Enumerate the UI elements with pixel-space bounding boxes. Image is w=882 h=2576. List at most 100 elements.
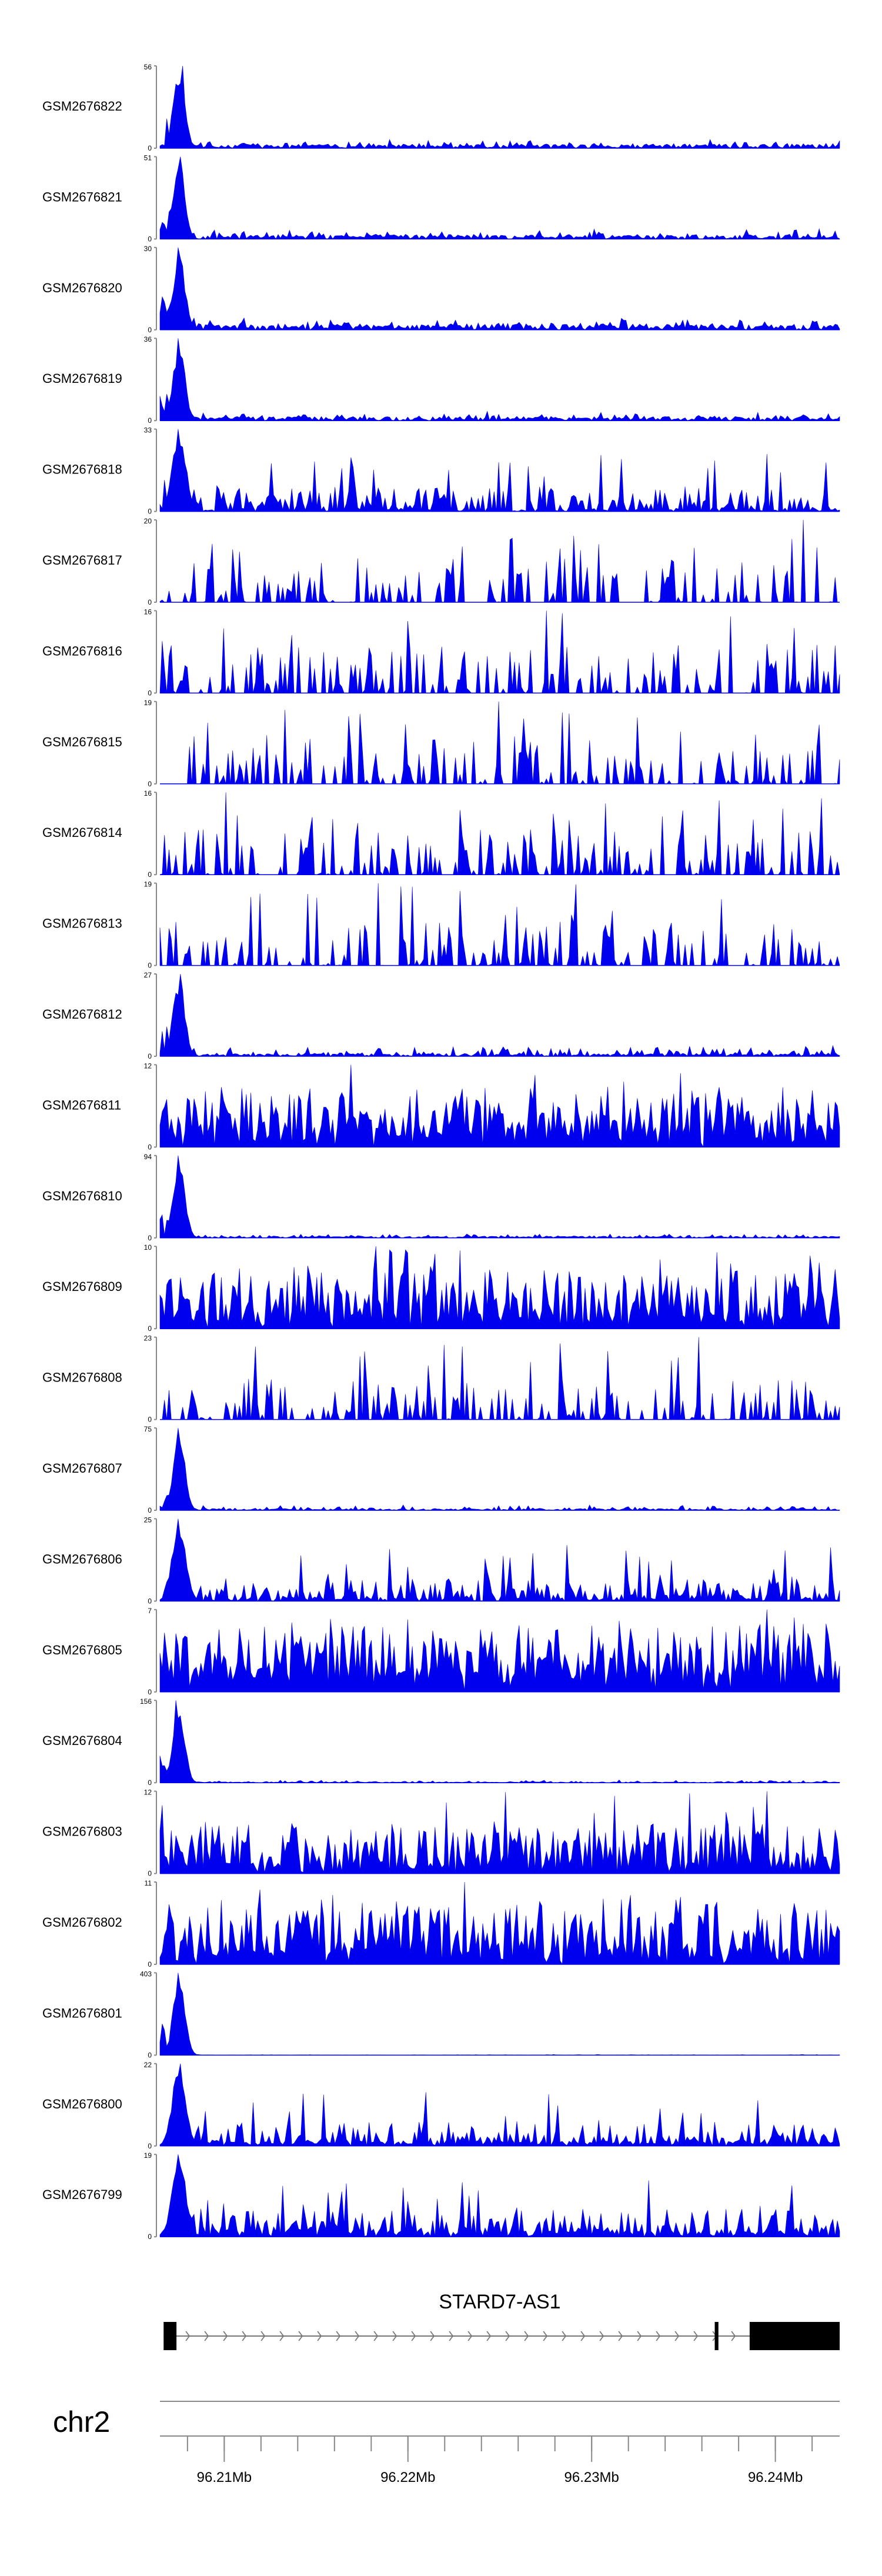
coverage-area: [159, 156, 840, 240]
y-min-label: 0: [148, 1052, 152, 1060]
strand-arrows: [185, 2331, 736, 2341]
coverage-area: [159, 2154, 840, 2238]
y-min-label: 0: [148, 1778, 152, 1787]
track-GSM2676804: GSM2676804 156 0: [42, 1697, 840, 1787]
coverage-area: [159, 247, 840, 331]
coverage-area: [159, 1881, 840, 1965]
track-GSM2676805: GSM2676805 7 0: [42, 1607, 840, 1696]
y-min-label: 0: [148, 1324, 152, 1333]
strand-arrow: [355, 2331, 360, 2341]
strand-arrow: [411, 2331, 416, 2341]
y-max-label: 56: [144, 63, 152, 71]
track-label: GSM2676818: [42, 462, 122, 477]
y-max-label: 22: [144, 2061, 152, 2069]
tick-label: 96.23Mb: [564, 2470, 619, 2485]
strand-arrow: [279, 2331, 285, 2341]
coverage-area: [159, 429, 840, 512]
track-label: GSM2676810: [42, 1189, 122, 1203]
strand-arrow: [693, 2331, 699, 2341]
track-label: GSM2676807: [42, 1461, 122, 1476]
y-max-label: 156: [140, 1697, 152, 1706]
strand-arrow: [599, 2331, 604, 2341]
y-max-label: 7: [148, 1607, 152, 1615]
track-label: GSM2676800: [42, 2097, 122, 2111]
strand-arrow: [467, 2331, 473, 2341]
strand-arrow: [185, 2331, 191, 2341]
track-GSM2676814: GSM2676814 16 0: [42, 789, 840, 879]
track-GSM2676802: GSM2676802 11 0: [42, 1879, 840, 1968]
track-GSM2676803: GSM2676803 12 0: [42, 1788, 840, 1878]
y-max-label: 19: [144, 880, 152, 889]
strand-arrow: [204, 2331, 209, 2341]
y-min-label: 0: [148, 2142, 152, 2150]
exon: [163, 2322, 177, 2350]
y-min-label: 0: [148, 1688, 152, 1696]
track-label: GSM2676821: [42, 189, 122, 204]
track-label: GSM2676802: [42, 1915, 122, 1930]
coverage-area: [159, 2063, 840, 2147]
y-max-label: 12: [144, 1062, 152, 1070]
genome-axis: chr2 96.21Mb 96.22Mb 96.23Mb 96.24Mb: [53, 2401, 840, 2485]
track-GSM2676818: GSM2676818 33 0: [42, 426, 840, 516]
coverage-area: [159, 1700, 840, 1783]
track-label: GSM2676803: [42, 1824, 122, 1839]
track-GSM2676821: GSM2676821 51 0: [42, 154, 840, 243]
y-max-label: 33: [144, 426, 152, 435]
coverage-tracks: GSM2676822560GSM2676821510GSM2676820300G…: [42, 63, 840, 2241]
y-max-label: 12: [144, 1788, 152, 1797]
coverage-area: [159, 1973, 840, 2056]
y-max-label: 23: [144, 1334, 152, 1343]
gene-track: STARD7-AS1: [163, 2291, 840, 2350]
strand-arrow: [373, 2331, 379, 2341]
track-GSM2676820: GSM2676820 30 0: [42, 245, 840, 334]
strand-arrow: [486, 2331, 492, 2341]
y-max-label: 75: [144, 1425, 152, 1433]
track-GSM2676819: GSM2676819 36 0: [42, 335, 840, 425]
strand-arrow: [524, 2331, 529, 2341]
y-min-label: 0: [148, 1960, 152, 1968]
y-max-label: 11: [145, 1879, 152, 1887]
strand-arrow: [298, 2331, 303, 2341]
track-GSM2676810: GSM2676810 94 0: [42, 1153, 840, 1242]
y-max-label: 19: [144, 2151, 152, 2160]
y-min-label: 0: [148, 1597, 152, 1605]
track-label: GSM2676813: [42, 916, 122, 931]
y-max-label: 403: [140, 1970, 152, 1978]
y-min-label: 0: [148, 144, 152, 152]
coverage-area: [159, 519, 840, 603]
y-max-label: 30: [144, 245, 152, 253]
coverage-area: [159, 792, 840, 876]
track-GSM2676807: GSM2676807 75 0: [42, 1425, 840, 1514]
track-GSM2676813: GSM2676813 19 0: [42, 880, 840, 970]
strand-arrow: [731, 2331, 736, 2341]
track-label: GSM2676799: [42, 2187, 122, 2202]
y-min-label: 0: [148, 1234, 152, 1242]
coverage-area: [159, 1155, 840, 1239]
y-max-label: 27: [144, 971, 152, 979]
y-min-label: 0: [148, 235, 152, 243]
track-label: GSM2676801: [42, 2006, 122, 2020]
track-label: GSM2676814: [42, 825, 122, 840]
strand-arrow: [637, 2331, 642, 2341]
y-min-label: 0: [148, 780, 152, 788]
track-label: GSM2676820: [42, 281, 122, 295]
coverage-area: [159, 1519, 840, 1602]
strand-arrow: [674, 2331, 680, 2341]
coverage-area: [159, 338, 840, 421]
strand-arrow: [562, 2331, 567, 2341]
y-max-label: 20: [144, 517, 152, 525]
y-min-label: 0: [148, 1416, 152, 1424]
track-label: GSM2676817: [42, 553, 122, 568]
strand-arrow: [543, 2331, 548, 2341]
coverage-area: [159, 1246, 840, 1329]
track-label: GSM2676808: [42, 1370, 122, 1385]
exon: [714, 2322, 719, 2350]
gene-exons: [163, 2322, 840, 2350]
track-label: GSM2676819: [42, 371, 122, 386]
track-GSM2676801: GSM2676801 403 0: [42, 1970, 840, 2059]
y-max-label: 36: [144, 335, 152, 343]
track-GSM2676816: GSM2676816 16 0: [42, 608, 840, 697]
track-GSM2676809: GSM2676809 10 0: [42, 1243, 840, 1333]
y-min-label: 0: [148, 2233, 152, 2241]
coverage-area: [159, 1609, 840, 1693]
